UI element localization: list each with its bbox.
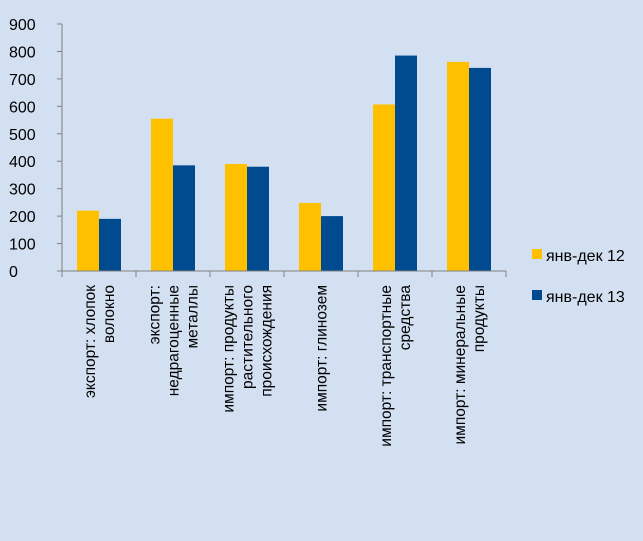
legend: янв-дек 12 янв-дек 13 xyxy=(532,248,625,306)
y-tick-label: 200 xyxy=(9,209,36,226)
bar-2-1 xyxy=(99,218,121,271)
bar-2-4 xyxy=(321,216,343,271)
bar-2-3 xyxy=(247,166,269,271)
legend-swatch xyxy=(532,249,542,259)
bar-2-5 xyxy=(395,55,417,271)
y-tick-label: 800 xyxy=(9,44,36,61)
x-category-label: экспорт: недрагоценные металлы xyxy=(146,285,201,396)
y-tick-label: 0 xyxy=(9,264,18,281)
y-tick-label: 300 xyxy=(9,182,36,199)
bars xyxy=(77,55,491,272)
y-tick-label: 900 xyxy=(9,17,36,34)
x-category-label: импорт: минеральные продукты xyxy=(452,285,488,445)
x-category-label: экспорт: хлопок волокно xyxy=(82,285,118,398)
x-category-label: импорт: транспортные средства xyxy=(378,285,414,447)
legend-swatch xyxy=(532,290,542,300)
y-tick-label: 400 xyxy=(9,154,36,171)
bar-1-1 xyxy=(77,210,99,271)
bar-1-2 xyxy=(151,118,173,271)
bar-1-3 xyxy=(225,163,247,271)
legend-label: янв-дек 13 xyxy=(546,289,625,306)
bar-1-6 xyxy=(447,61,469,271)
bar-1-5 xyxy=(373,104,395,271)
y-tick-label: 500 xyxy=(9,127,36,144)
y-axis: 0 100 200 300 400 500 600 700 800 900 xyxy=(9,17,63,281)
bar-1-4 xyxy=(299,202,321,271)
x-axis: экспорт: хлопок волокно экспорт: недрагоцен… xyxy=(61,270,507,447)
x-category-label: импорт: продукты растительного происхожден… xyxy=(220,285,275,413)
bar-2-6 xyxy=(469,67,491,272)
bar-2-2 xyxy=(173,165,195,271)
y-tick-label: 100 xyxy=(9,237,36,254)
legend-label: янв-дек 12 xyxy=(546,248,625,265)
y-tick-label: 700 xyxy=(9,72,36,89)
x-category-label: импорт: глинозем xyxy=(313,285,330,412)
y-tick-label: 600 xyxy=(9,99,36,116)
